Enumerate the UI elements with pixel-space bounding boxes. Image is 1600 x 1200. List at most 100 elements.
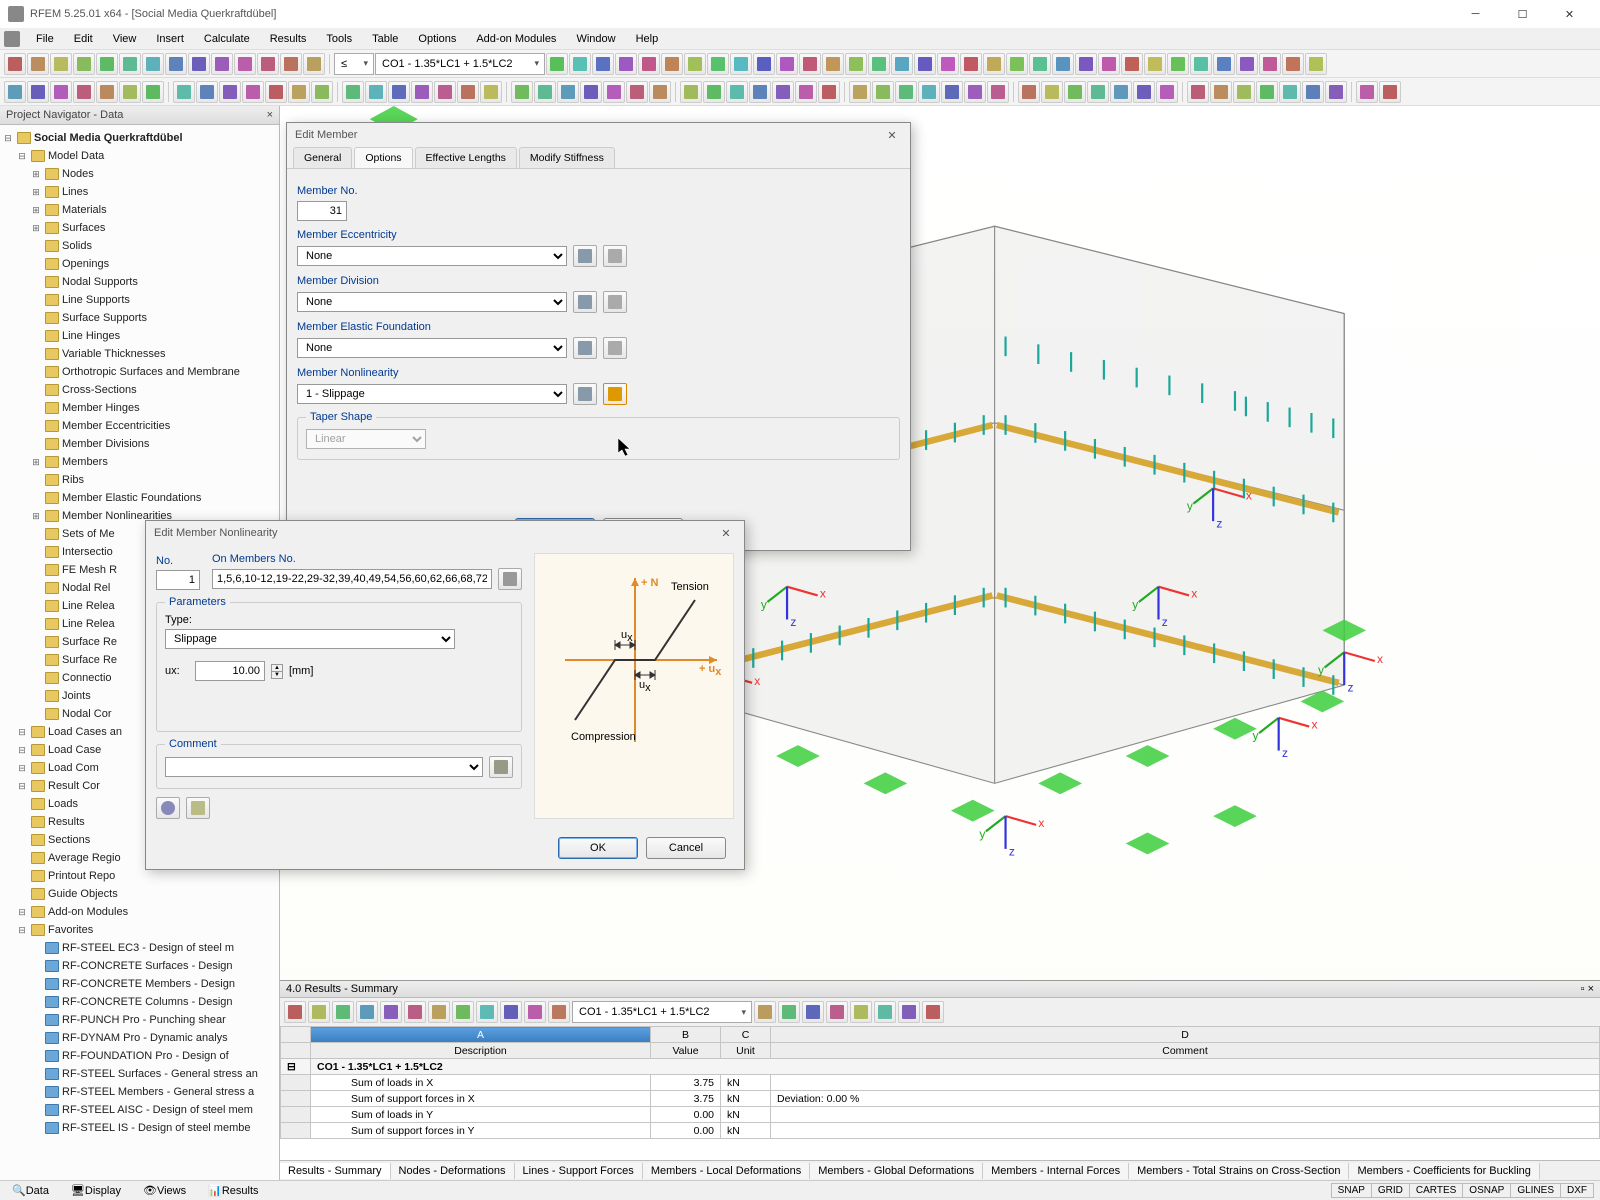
toolbar-button[interactable]: [895, 81, 917, 103]
toolbar-button[interactable]: [603, 81, 625, 103]
menu-calculate[interactable]: Calculate: [194, 30, 260, 48]
toolbar-button[interactable]: [638, 53, 660, 75]
onmembers-input[interactable]: [212, 569, 492, 589]
col-d[interactable]: D: [771, 1027, 1600, 1043]
toolbar-button[interactable]: [257, 53, 279, 75]
status-toggle[interactable]: GRID: [1371, 1183, 1410, 1198]
toolbar-button[interactable]: [288, 81, 310, 103]
toolbar-combo-loadcase[interactable]: CO1 - 1.35*LC1 + 1.5*LC2: [375, 53, 545, 75]
tree-node[interactable]: Member Elastic Foundations: [2, 489, 277, 507]
results-tool-button[interactable]: [332, 1001, 354, 1023]
toolbar-button[interactable]: [1087, 81, 1109, 103]
results-tab[interactable]: Members - Coefficients for Buckling: [1349, 1163, 1539, 1179]
menu-help[interactable]: Help: [626, 30, 669, 48]
toolbar-button[interactable]: [511, 81, 533, 103]
minimize-button[interactable]: ─: [1453, 0, 1498, 28]
results-tool-button[interactable]: [380, 1001, 402, 1023]
toolbar-button[interactable]: [196, 81, 218, 103]
menu-table[interactable]: Table: [362, 30, 408, 48]
div-new-button[interactable]: [573, 291, 597, 313]
toolbar-button[interactable]: [822, 53, 844, 75]
tree-node[interactable]: RF-CONCRETE Members - Design: [2, 975, 277, 993]
tree-node[interactable]: RF-STEEL IS - Design of steel membe: [2, 1119, 277, 1137]
results-tab[interactable]: Members - Total Strains on Cross-Section: [1129, 1163, 1349, 1179]
toolbar-button[interactable]: [726, 81, 748, 103]
tab-modstiff[interactable]: Modify Stiffness: [519, 147, 615, 168]
status-toggle[interactable]: GLINES: [1510, 1183, 1561, 1198]
results-tool-button[interactable]: [356, 1001, 378, 1023]
tree-node[interactable]: ⊟Model Data: [2, 147, 277, 165]
tree-node[interactable]: ⊟Social Media Querkraftdübel: [2, 129, 277, 147]
toolbar-button[interactable]: [557, 81, 579, 103]
toolbar-button[interactable]: [1259, 53, 1281, 75]
results-tool-button[interactable]: [500, 1001, 522, 1023]
results-tabs[interactable]: Results - SummaryNodes - DeformationsLin…: [280, 1160, 1600, 1180]
ef-select[interactable]: None: [297, 338, 567, 358]
toolbar-button[interactable]: [1167, 53, 1189, 75]
tab-general[interactable]: General: [293, 147, 352, 168]
tree-node[interactable]: ⊞Members: [2, 453, 277, 471]
results-tool-button[interactable]: [802, 1001, 824, 1023]
nav-close-icon[interactable]: ×: [267, 109, 273, 121]
menu-addons[interactable]: Add-on Modules: [466, 30, 566, 48]
results-tool-button[interactable]: [778, 1001, 800, 1023]
menu-options[interactable]: Options: [408, 30, 466, 48]
details-button[interactable]: [186, 797, 210, 819]
toolbar-button[interactable]: [580, 81, 602, 103]
col-c[interactable]: C: [721, 1027, 771, 1043]
toolbar-button[interactable]: [983, 53, 1005, 75]
toolbar-button[interactable]: [703, 81, 725, 103]
toolbar-button[interactable]: [615, 53, 637, 75]
tree-node[interactable]: Ribs: [2, 471, 277, 489]
menu-view[interactable]: View: [103, 30, 147, 48]
close-icon[interactable]: ✕: [882, 129, 902, 142]
toolbar-button[interactable]: [242, 81, 264, 103]
status-display[interactable]: 🖥Display: [65, 1182, 127, 1199]
tree-node[interactable]: RF-FOUNDATION Pro - Design of: [2, 1047, 277, 1065]
ef-new-button[interactable]: [573, 337, 597, 359]
toolbar-button[interactable]: [27, 81, 49, 103]
toolbar-button[interactable]: [4, 53, 26, 75]
toolbar-button[interactable]: [188, 53, 210, 75]
status-results[interactable]: 📊Results: [202, 1182, 264, 1199]
tree-node[interactable]: RF-PUNCH Pro - Punching shear: [2, 1011, 277, 1029]
tree-node[interactable]: ⊟Add-on Modules: [2, 903, 277, 921]
toolbar-button[interactable]: [142, 53, 164, 75]
status-toggle[interactable]: CARTES: [1409, 1183, 1463, 1198]
results-tab[interactable]: Members - Local Deformations: [643, 1163, 810, 1179]
eccentricity-select[interactable]: None: [297, 246, 567, 266]
toolbar-button[interactable]: [1098, 53, 1120, 75]
tree-node[interactable]: ⊞Lines: [2, 183, 277, 201]
toolbar-button[interactable]: [96, 53, 118, 75]
menu-file[interactable]: File: [26, 30, 64, 48]
no-input[interactable]: [156, 570, 200, 590]
results-tool-button[interactable]: [284, 1001, 306, 1023]
toolbar-button[interactable]: [818, 81, 840, 103]
toolbar-button[interactable]: [219, 81, 241, 103]
tree-node[interactable]: Cross-Sections: [2, 381, 277, 399]
results-tool-button[interactable]: [452, 1001, 474, 1023]
results-tool-button[interactable]: [404, 1001, 426, 1023]
results-tab[interactable]: Results - Summary: [280, 1163, 391, 1179]
tree-node[interactable]: Nodal Supports: [2, 273, 277, 291]
type-select[interactable]: Slippage: [165, 629, 455, 649]
toolbar-button[interactable]: [914, 53, 936, 75]
ux-input[interactable]: [195, 661, 265, 681]
status-toggle[interactable]: DXF: [1560, 1183, 1594, 1198]
comment-button[interactable]: [489, 756, 513, 778]
toolbar-button[interactable]: [27, 53, 49, 75]
pick-button[interactable]: [498, 568, 522, 590]
tree-node[interactable]: RF-CONCRETE Surfaces - Design: [2, 957, 277, 975]
results-tool-button[interactable]: [428, 1001, 450, 1023]
tree-node[interactable]: RF-STEEL Surfaces - General stress an: [2, 1065, 277, 1083]
toolbar-button[interactable]: [434, 81, 456, 103]
status-toggle[interactable]: SNAP: [1331, 1183, 1372, 1198]
toolbar-button[interactable]: [1144, 53, 1166, 75]
results-tab[interactable]: Nodes - Deformations: [391, 1163, 515, 1179]
results-table[interactable]: A B C D Description Value Unit Comment ⊟…: [280, 1026, 1600, 1139]
status-views[interactable]: 👁Views: [137, 1182, 192, 1199]
toolbar-button[interactable]: [73, 53, 95, 75]
toolbar-button[interactable]: [457, 81, 479, 103]
toolbar-button[interactable]: [1302, 81, 1324, 103]
help-button[interactable]: [156, 797, 180, 819]
